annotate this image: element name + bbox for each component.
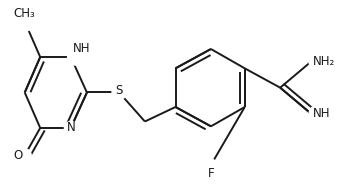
Circle shape bbox=[112, 85, 126, 100]
Text: N: N bbox=[66, 121, 75, 134]
Circle shape bbox=[205, 159, 217, 171]
Text: NH₂: NH₂ bbox=[312, 55, 335, 68]
Circle shape bbox=[309, 52, 329, 72]
Circle shape bbox=[15, 12, 34, 31]
Text: F: F bbox=[208, 166, 214, 180]
Text: S: S bbox=[115, 84, 123, 97]
Circle shape bbox=[68, 49, 84, 65]
Circle shape bbox=[309, 105, 325, 122]
Text: CH₃: CH₃ bbox=[14, 7, 35, 20]
Text: O: O bbox=[13, 149, 22, 162]
Circle shape bbox=[18, 149, 31, 162]
Text: NH: NH bbox=[312, 107, 330, 120]
Circle shape bbox=[64, 122, 77, 134]
Text: NH: NH bbox=[72, 42, 90, 56]
